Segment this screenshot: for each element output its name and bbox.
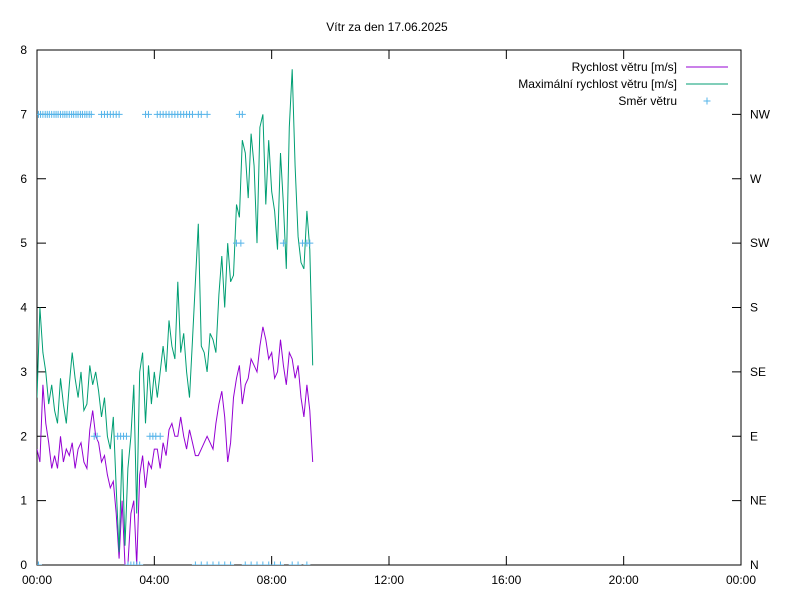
direction-point <box>237 239 245 247</box>
legend-swatch-2 <box>703 97 711 105</box>
direction-point <box>265 561 273 565</box>
x-tick-label: 00:00 <box>726 573 756 587</box>
legend-label-2: Směr větru <box>618 94 677 108</box>
y-tick-label: 4 <box>20 301 27 315</box>
y-axis-left: 0 1 2 3 4 5 6 7 8 <box>20 43 741 572</box>
direction-point <box>271 561 279 565</box>
direction-point <box>276 561 284 565</box>
direction-point <box>127 561 135 565</box>
plot-border <box>36 49 742 566</box>
direction-point <box>238 110 246 118</box>
direction-point <box>303 561 311 565</box>
direction-point <box>144 110 152 118</box>
direction-point <box>259 561 267 565</box>
direction-point <box>294 561 302 565</box>
y-tick-label: 6 <box>20 172 27 186</box>
y-tick-label: 3 <box>20 365 27 379</box>
direction-point <box>288 561 296 565</box>
y2-tick-label: NW <box>750 107 771 121</box>
y-axis-right: N NE E SE S SW W NW <box>750 107 771 572</box>
direction-point <box>306 239 314 247</box>
x-tick-label: 04:00 <box>139 573 169 587</box>
y-tick-label: 8 <box>20 43 27 57</box>
direction-point <box>156 432 164 440</box>
direction-point <box>133 561 141 565</box>
y2-tick-label: SE <box>750 365 766 379</box>
y-tick-label: 0 <box>20 558 27 572</box>
y-tick-label: 5 <box>20 236 27 250</box>
direction-point <box>279 239 287 247</box>
y2-tick-label: NE <box>750 494 767 508</box>
direction-point <box>209 561 217 565</box>
direction-point <box>221 561 229 565</box>
x-tick-label: 12:00 <box>374 573 404 587</box>
y2-tick-label: SW <box>750 236 770 250</box>
direction-point <box>203 110 211 118</box>
direction-point <box>203 561 211 565</box>
direction-point <box>197 110 205 118</box>
legend-label-0: Rychlost větru [m/s] <box>572 60 677 74</box>
y2-tick-label: E <box>750 429 758 443</box>
y-tick-label: 7 <box>20 107 27 121</box>
chart-title: Vítr za den 17.06.2025 <box>326 20 448 34</box>
x-axis: 00:00 04:00 08:00 12:00 16:00 20:00 00:00 <box>22 50 756 587</box>
y2-tick-label: N <box>750 558 759 572</box>
x-tick-label: 08:00 <box>257 573 287 587</box>
direction-point <box>191 561 199 565</box>
series-line-1 <box>37 69 314 553</box>
y2-tick-label: W <box>750 172 762 186</box>
direction-point <box>247 561 255 565</box>
direction-point <box>93 432 101 440</box>
direction-point <box>188 110 196 118</box>
x-tick-label: 20:00 <box>609 573 639 587</box>
legend-label-1: Maximální rychlost větru [m/s] <box>518 77 677 91</box>
direction-point <box>122 432 130 440</box>
direction-point <box>215 561 223 565</box>
series-line-0 <box>37 326 314 565</box>
y-tick-label: 1 <box>20 494 27 508</box>
direction-point <box>130 561 138 565</box>
x-tick-label: 00:00 <box>22 573 52 587</box>
x-tick-label: 16:00 <box>491 573 521 587</box>
direction-point <box>227 561 235 565</box>
legend: Rychlost větru [m/s] Maximální rychlost v… <box>518 60 728 108</box>
direction-point <box>253 561 261 565</box>
plot-area <box>37 69 314 565</box>
direction-point <box>241 561 249 565</box>
direction-point <box>136 561 144 565</box>
y2-tick-label: S <box>750 301 758 315</box>
direction-point <box>37 561 42 565</box>
direction-point <box>197 561 205 565</box>
y-tick-label: 2 <box>20 429 27 443</box>
direction-point <box>87 110 95 118</box>
direction-point <box>115 110 123 118</box>
direction-point <box>124 561 132 565</box>
